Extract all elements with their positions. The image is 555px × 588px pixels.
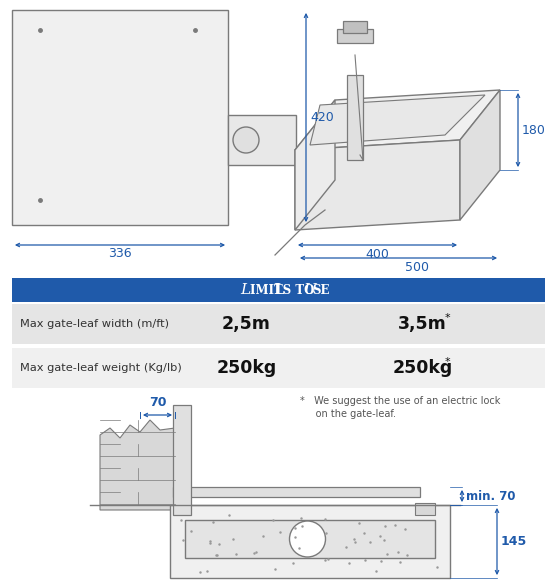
Text: SE: SE: [312, 283, 330, 296]
Text: 2,5m: 2,5m: [222, 315, 271, 333]
Text: 500: 500: [406, 261, 430, 274]
Text: min. 70: min. 70: [466, 489, 516, 503]
Text: IMITS TO: IMITS TO: [250, 283, 318, 296]
Bar: [415, 503, 435, 515]
Text: 420: 420: [310, 111, 334, 124]
Text: 70: 70: [149, 396, 166, 409]
Bar: [228, 115, 296, 165]
Bar: [173, 405, 191, 515]
Bar: [12, 10, 228, 225]
Text: L: L: [240, 283, 251, 297]
Bar: [347, 75, 363, 160]
Text: 336: 336: [108, 247, 132, 260]
Bar: [337, 29, 373, 43]
Text: L: L: [273, 283, 284, 297]
Polygon shape: [295, 100, 335, 230]
Text: Max gate-leaf width (m/ft): Max gate-leaf width (m/ft): [20, 319, 169, 329]
Bar: [170, 505, 450, 578]
Bar: [12, 304, 545, 344]
Bar: [12, 278, 545, 302]
Text: *: *: [445, 313, 450, 323]
Polygon shape: [310, 95, 485, 145]
Text: 250kg: 250kg: [392, 359, 452, 377]
Polygon shape: [295, 90, 500, 150]
Polygon shape: [460, 90, 500, 220]
Text: 250kg: 250kg: [216, 359, 276, 377]
Bar: [343, 21, 367, 33]
Bar: [12, 348, 545, 388]
Text: 145: 145: [501, 535, 527, 548]
Text: U: U: [304, 283, 316, 297]
Bar: [173, 487, 420, 497]
Polygon shape: [295, 140, 460, 230]
Circle shape: [233, 127, 259, 153]
Text: *: *: [445, 357, 450, 367]
Bar: [185, 520, 435, 558]
Text: 180: 180: [522, 123, 546, 136]
Text: *   We suggest the use of an electric lock: * We suggest the use of an electric lock: [300, 396, 500, 406]
Polygon shape: [100, 420, 175, 510]
Circle shape: [290, 521, 325, 557]
Text: 3,5m: 3,5m: [398, 315, 447, 333]
Text: 400: 400: [366, 248, 390, 261]
Text: Max gate-leaf weight (Kg/lb): Max gate-leaf weight (Kg/lb): [20, 363, 181, 373]
Text: on the gate-leaf.: on the gate-leaf.: [300, 409, 396, 419]
